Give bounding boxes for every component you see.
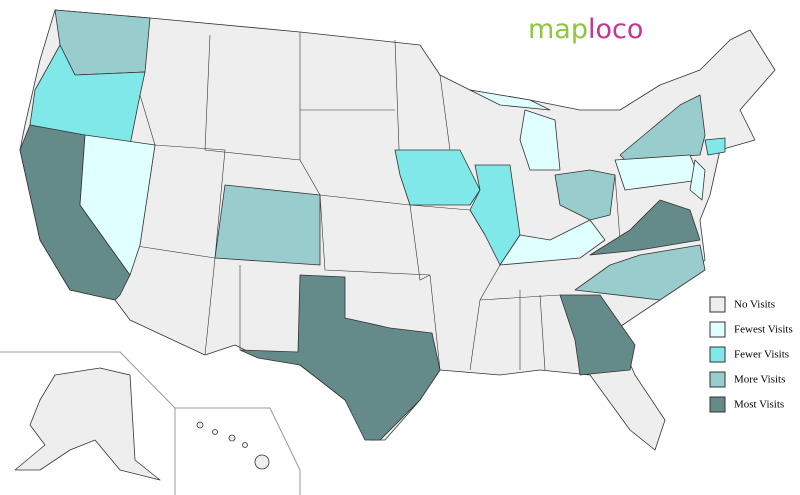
legend-label: No Visits <box>734 299 775 311</box>
state <box>704 137 726 156</box>
legend-label: Fewest Visits <box>734 324 793 336</box>
state <box>239 274 441 441</box>
legend-label: Most Visits <box>734 399 784 411</box>
state <box>574 244 706 301</box>
legend-label: Fewer Visits <box>734 349 789 361</box>
legend-swatch <box>709 321 726 338</box>
inset-border <box>0 351 176 495</box>
state <box>689 159 706 201</box>
state <box>554 169 616 221</box>
state <box>29 44 146 146</box>
legend-label: More Visits <box>734 374 785 386</box>
hawaii <box>196 421 270 470</box>
legend-swatch <box>709 296 726 313</box>
state <box>519 109 561 171</box>
state <box>214 184 321 266</box>
legend: No Visits Fewest Visits Fewer Visits More V… <box>709 296 793 413</box>
lower-48 <box>19 9 776 451</box>
state <box>394 149 481 206</box>
state <box>589 199 701 256</box>
logo-map: map <box>528 14 588 45</box>
state <box>469 164 521 266</box>
state <box>469 89 551 111</box>
state <box>79 134 156 276</box>
state <box>559 294 636 376</box>
logo: maploco <box>528 14 643 45</box>
legend-swatch <box>709 346 726 363</box>
alaska <box>14 367 161 481</box>
logo-loco: loco <box>588 14 643 45</box>
inset-border <box>175 407 301 495</box>
legend-swatch <box>709 371 726 388</box>
legend-swatch <box>709 396 726 413</box>
